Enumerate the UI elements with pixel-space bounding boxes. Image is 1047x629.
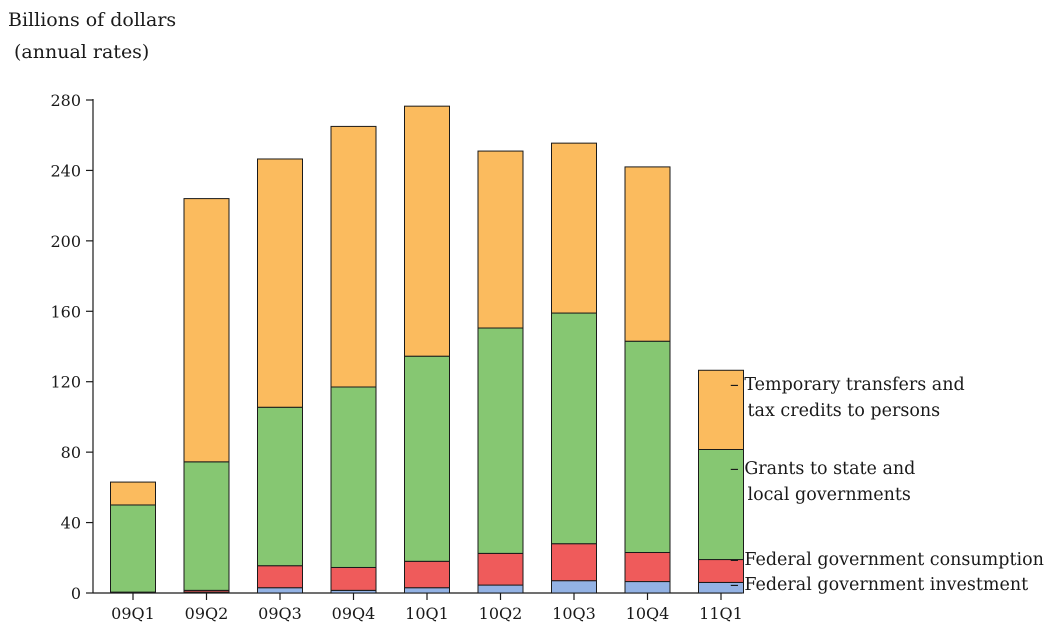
bar-segment — [257, 406, 303, 567]
bar-segment — [404, 587, 450, 594]
bar-segment — [624, 552, 671, 583]
y-tick-label: 40 — [61, 514, 81, 533]
y-tick-label: 280 — [50, 91, 81, 110]
bar-segment — [183, 198, 230, 463]
bar-segment — [624, 166, 671, 342]
x-tick-label: 09Q1 — [111, 604, 155, 623]
y-tick-label: 0 — [71, 584, 81, 603]
legend-entry: – Grants to state and local governments — [730, 459, 915, 505]
bar-segment — [404, 560, 450, 589]
x-tick-label: 10Q2 — [479, 604, 523, 623]
bar-segment — [477, 584, 524, 594]
y-tick-label: 240 — [50, 161, 81, 180]
legend-label: – Grants to state and — [730, 459, 915, 479]
bar-stack-10Q3 — [551, 142, 597, 594]
y-tick-label: 160 — [50, 302, 81, 321]
bar-segment — [330, 386, 377, 568]
x-tick-label: 09Q4 — [332, 604, 376, 623]
legend-label: tax credits to persons — [730, 401, 940, 421]
bar-stack-11Q1 — [698, 369, 744, 594]
legend-label: – Federal government consumption — [730, 550, 1044, 570]
x-tick-label: 10Q1 — [405, 604, 449, 623]
y-tick-label: 200 — [50, 232, 81, 251]
y-axis-units-label: (annual rates) — [14, 41, 150, 63]
bar-segment — [183, 461, 230, 591]
y-tick-label: 80 — [61, 443, 81, 462]
bar-segment — [477, 327, 524, 554]
bar-stacks — [110, 105, 744, 594]
bar-segment — [110, 504, 156, 593]
x-tick-label: 11Q1 — [699, 604, 743, 623]
bar-segment — [257, 565, 303, 589]
bar-segment — [404, 105, 450, 357]
bar-segment — [551, 312, 597, 545]
bar-segment — [330, 125, 377, 388]
legend-entry: – Temporary transfers and tax credits to… — [730, 375, 965, 421]
bar-segment — [551, 543, 597, 582]
x-tick-label: 10Q3 — [552, 604, 596, 623]
x-tick-label: 09Q3 — [258, 604, 302, 623]
legend-label: – Temporary transfers and — [730, 375, 965, 395]
bar-stack-10Q1 — [404, 105, 450, 594]
bar-segment — [551, 580, 597, 594]
y-axis-label: Billions of dollars — [8, 9, 177, 31]
x-tick-labels: 09Q1 09Q2 09Q3 09Q4 10Q1 10Q2 10Q3 10Q4 11Q1 — [111, 593, 743, 623]
bar-segment — [551, 142, 597, 314]
legend-entry: – Federal government consumption — [730, 550, 1044, 570]
bar-segment — [257, 158, 303, 408]
x-tick-label: 10Q4 — [626, 604, 670, 623]
bar-stack-09Q3 — [257, 158, 303, 594]
legend-label: local governments — [730, 485, 911, 505]
bar-segment — [624, 340, 671, 554]
legend-entry: – Federal government investment — [730, 575, 1028, 595]
bar-segment — [698, 369, 744, 451]
bar-stack-09Q2 — [183, 198, 230, 594]
bar-stack-10Q4 — [624, 166, 671, 594]
bar-segment — [477, 552, 524, 586]
bar-segment — [477, 150, 524, 329]
bar-segment — [698, 449, 744, 561]
bar-segment — [624, 581, 671, 594]
bar-segment — [330, 566, 377, 591]
bar-segment — [404, 355, 450, 562]
x-tick-label: 09Q2 — [185, 604, 229, 623]
legend: – Temporary transfers and tax credits to… — [730, 375, 1044, 595]
y-tick-label: 120 — [50, 373, 81, 392]
bar-segment — [110, 481, 156, 506]
legend-label: – Federal government investment — [730, 575, 1028, 595]
bar-stack-10Q2 — [477, 150, 524, 594]
bar-stack-09Q4 — [330, 125, 377, 594]
bar-segment — [257, 587, 303, 594]
bar-stack-09Q1 — [110, 481, 156, 594]
